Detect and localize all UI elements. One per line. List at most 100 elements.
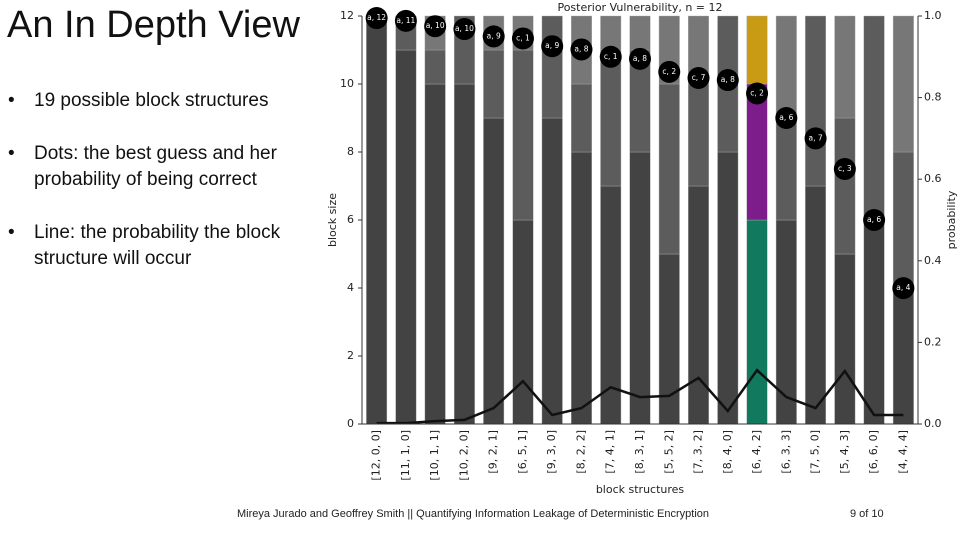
slide-title: An In Depth View xyxy=(7,4,300,46)
bar-segment xyxy=(717,151,739,425)
dot-label: a, 8 xyxy=(721,75,735,84)
x-tick-label: [7, 4, 1] xyxy=(604,430,617,474)
bar-segment xyxy=(834,15,856,119)
x-tick-label: [11, 1, 0] xyxy=(399,430,412,481)
bar-segment xyxy=(571,83,592,153)
x-tick-label: [5, 4, 3] xyxy=(838,430,851,474)
x-tick-label: [6, 5, 1] xyxy=(516,430,529,474)
dot-label: c, 1 xyxy=(604,52,618,61)
y-tick-label: 12 xyxy=(340,9,354,22)
guess-dot xyxy=(570,38,593,61)
bar-segment xyxy=(805,15,827,187)
bar-segment xyxy=(688,83,709,187)
y2-axis-label: probability xyxy=(945,190,958,249)
bar-segment xyxy=(366,15,388,425)
guess-dot xyxy=(804,127,827,150)
x-tick-label: [6, 4, 2] xyxy=(750,430,763,474)
bar-segment xyxy=(658,83,680,255)
bar-segment xyxy=(775,219,797,425)
guess-dot xyxy=(482,25,505,48)
guess-dot xyxy=(746,82,769,105)
guess-dot xyxy=(424,15,447,38)
dot-label: c, 2 xyxy=(750,89,764,98)
dot-label: c, 1 xyxy=(516,33,530,42)
guess-dot xyxy=(365,7,388,30)
dot-label: c, 7 xyxy=(692,73,706,82)
bar-segment xyxy=(395,49,417,425)
page-number: 9 of 10 xyxy=(850,508,884,520)
bullet: 19 possible block structures xyxy=(8,88,319,114)
guess-dot xyxy=(453,18,476,41)
x-tick-label: [8, 4, 0] xyxy=(721,430,734,474)
x-tick-label: [7, 5, 0] xyxy=(809,430,822,474)
dot-label: a, 6 xyxy=(779,113,793,122)
bullet: Dots: the best guess and her probability… xyxy=(8,141,319,193)
guess-dot xyxy=(658,60,681,83)
x-tick-label: [8, 3, 1] xyxy=(633,430,646,474)
bar-segment xyxy=(483,117,505,425)
bar-segment xyxy=(746,15,768,85)
bar-segment xyxy=(746,219,768,425)
x-tick-label: [4, 4, 4] xyxy=(896,430,909,474)
y-tick-label: 4 xyxy=(347,281,354,294)
dot-label: c, 2 xyxy=(662,67,676,76)
y2-tick-label: 0.8 xyxy=(924,91,942,104)
bar-segment xyxy=(541,15,563,119)
dot-label: a, 8 xyxy=(633,54,647,63)
x-tick-label: [10, 2, 0] xyxy=(457,430,470,481)
probability-line xyxy=(376,368,904,425)
x-tick-label: [6, 3, 3] xyxy=(779,430,792,474)
y-tick-label: 2 xyxy=(347,349,354,362)
bar-segment xyxy=(629,15,651,51)
bar-segment xyxy=(892,151,914,289)
chart-title: Posterior Vulnerability, n = 12 xyxy=(557,1,722,14)
bar-segment xyxy=(775,117,797,221)
bar-segment xyxy=(600,49,622,187)
guess-dot xyxy=(863,209,886,231)
dot-label: c, 3 xyxy=(838,164,852,173)
y-tick-label: 0 xyxy=(347,417,354,430)
bar-segment xyxy=(424,49,446,85)
y2-tick-label: 0.2 xyxy=(924,335,942,348)
bar-segment xyxy=(541,117,563,425)
x-tick-label: [10, 1, 1] xyxy=(428,430,441,481)
bar-segment xyxy=(775,15,797,119)
bar-segment xyxy=(424,83,446,425)
bar-segment xyxy=(834,117,856,255)
bar-segment xyxy=(571,151,592,425)
dot-label: a, 10 xyxy=(455,24,474,33)
dot-label: a, 9 xyxy=(487,31,501,40)
guess-dot xyxy=(833,158,856,180)
bar-segment xyxy=(658,253,680,425)
bar-segment xyxy=(512,49,534,221)
y-tick-label: 6 xyxy=(347,213,354,226)
bar-segment xyxy=(805,185,827,425)
guess-dot xyxy=(394,9,417,32)
guess-dot xyxy=(687,67,710,90)
guess-dot xyxy=(511,27,534,50)
guess-dot xyxy=(599,45,622,68)
y2-tick-label: 0.4 xyxy=(924,254,942,267)
bar-segment xyxy=(453,83,475,425)
bar-segment xyxy=(834,253,856,425)
bar-segment xyxy=(600,15,622,51)
guess-dot xyxy=(629,47,651,70)
y-axis-label: block size xyxy=(326,193,339,247)
dot-label: a, 11 xyxy=(396,16,415,25)
dot-label: a, 7 xyxy=(809,133,823,142)
bar-segment xyxy=(892,15,914,153)
bar-segment xyxy=(892,287,914,425)
bar-segment xyxy=(863,15,885,221)
dot-label: a, 6 xyxy=(867,215,881,224)
x-tick-label: [8, 2, 2] xyxy=(574,430,587,474)
x-tick-label: [5, 5, 2] xyxy=(662,430,675,474)
x-tick-label: [12, 0, 0] xyxy=(370,430,383,481)
guess-dot xyxy=(775,107,798,129)
guess-dot xyxy=(541,35,564,58)
x-axis-label: block structures xyxy=(596,483,685,496)
x-tick-label: [9, 2, 1] xyxy=(487,430,500,474)
dot-label: a, 4 xyxy=(896,283,910,292)
bar-segment xyxy=(688,185,709,425)
y2-tick-label: 0.0 xyxy=(924,417,942,430)
